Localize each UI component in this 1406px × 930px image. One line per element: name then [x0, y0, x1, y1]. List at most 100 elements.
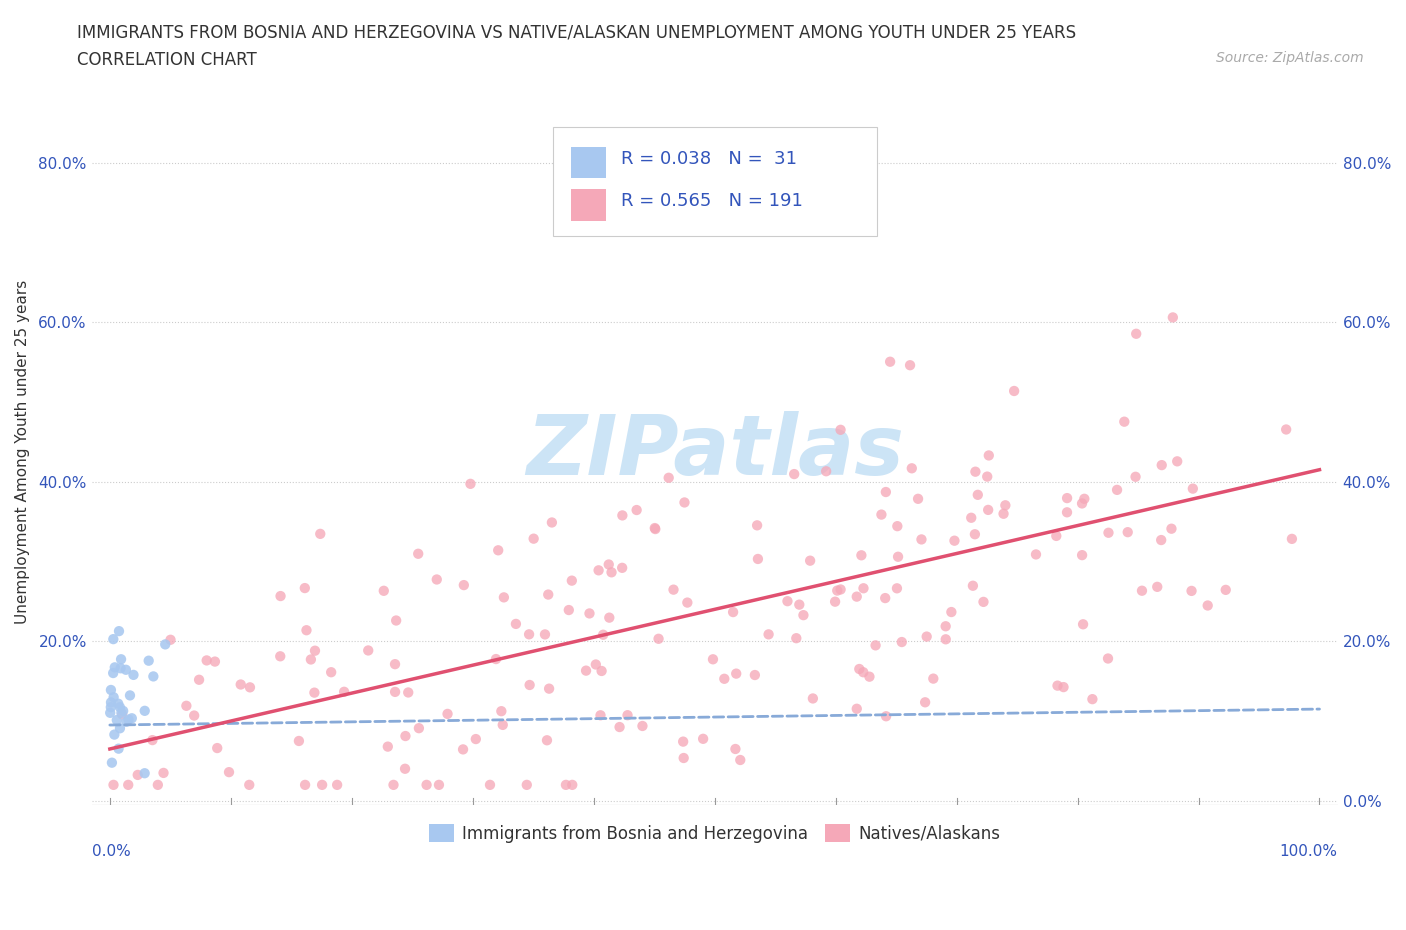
Point	[100, 699, 122, 714]
Point	[875, 591, 897, 605]
Point	[910, 532, 932, 547]
Point	[575, 663, 598, 678]
Point	[155, 637, 177, 652]
Point	[107, 697, 129, 711]
Point	[555, 777, 578, 792]
Point	[1071, 617, 1094, 631]
Point	[890, 634, 912, 649]
Point	[1146, 579, 1168, 594]
Point	[118, 688, 141, 703]
Point	[218, 764, 240, 779]
Point	[537, 587, 560, 602]
Point	[977, 448, 1000, 463]
Point	[479, 777, 502, 792]
Point	[115, 714, 138, 729]
Point	[460, 476, 482, 491]
Point	[626, 502, 648, 517]
Point	[105, 712, 128, 727]
Point	[589, 708, 612, 723]
Point	[1161, 310, 1184, 325]
Point	[176, 698, 198, 713]
Point	[972, 594, 994, 609]
Point	[1160, 522, 1182, 537]
Point	[591, 663, 613, 678]
Point	[598, 557, 620, 572]
Point	[730, 752, 752, 767]
Point	[875, 485, 897, 499]
Point	[1097, 525, 1119, 540]
Point	[1150, 533, 1173, 548]
Point	[672, 751, 695, 765]
Point	[1150, 458, 1173, 472]
Point	[1002, 383, 1025, 398]
Point	[517, 627, 540, 642]
Point	[100, 683, 122, 698]
Point	[702, 652, 724, 667]
Point	[117, 712, 139, 727]
Point	[295, 623, 318, 638]
Point	[485, 652, 508, 667]
Text: ZIPatlas: ZIPatlas	[526, 411, 904, 492]
Point	[1046, 678, 1069, 693]
Point	[516, 777, 538, 792]
Point	[1073, 491, 1095, 506]
Point	[676, 595, 699, 610]
Point	[994, 498, 1017, 512]
Point	[922, 671, 945, 686]
Point	[787, 597, 810, 612]
Point	[195, 653, 218, 668]
Point	[309, 526, 332, 541]
Point	[536, 733, 558, 748]
Point	[453, 578, 475, 592]
Point	[644, 521, 666, 536]
Point	[558, 603, 581, 618]
Point	[103, 690, 125, 705]
Point	[965, 464, 987, 479]
FancyBboxPatch shape	[553, 126, 876, 236]
Point	[101, 666, 124, 681]
Point	[451, 742, 474, 757]
Point	[870, 507, 893, 522]
Point	[333, 684, 356, 699]
Point	[204, 654, 226, 669]
Point	[1181, 481, 1204, 496]
Point	[612, 508, 634, 523]
Point	[229, 677, 252, 692]
Point	[692, 731, 714, 746]
Point	[538, 681, 561, 696]
Point	[792, 607, 814, 622]
Point	[1166, 454, 1188, 469]
Point	[898, 358, 921, 373]
Point	[609, 720, 631, 735]
Point	[1130, 583, 1153, 598]
Point	[141, 733, 163, 748]
Point	[588, 563, 610, 578]
Point	[146, 777, 169, 792]
Point	[427, 777, 450, 792]
Point	[321, 665, 343, 680]
Point	[1071, 496, 1094, 511]
Point	[436, 707, 458, 722]
Point	[205, 740, 228, 755]
Point	[935, 618, 957, 633]
Point	[824, 594, 846, 609]
Point	[966, 487, 988, 502]
Point	[1275, 422, 1298, 437]
Point	[1180, 583, 1202, 598]
Point	[426, 572, 449, 587]
Point	[112, 703, 135, 718]
Point	[394, 762, 416, 777]
Point	[915, 629, 938, 644]
Point	[935, 631, 957, 646]
Point	[725, 666, 748, 681]
Point	[801, 691, 824, 706]
Text: R = 0.565   N = 191: R = 0.565 N = 191	[621, 193, 803, 210]
Point	[721, 604, 744, 619]
Point	[914, 695, 936, 710]
Point	[107, 741, 129, 756]
Point	[825, 583, 848, 598]
Point	[1056, 505, 1078, 520]
Point	[875, 709, 897, 724]
Point	[103, 777, 125, 792]
Point	[578, 606, 600, 621]
